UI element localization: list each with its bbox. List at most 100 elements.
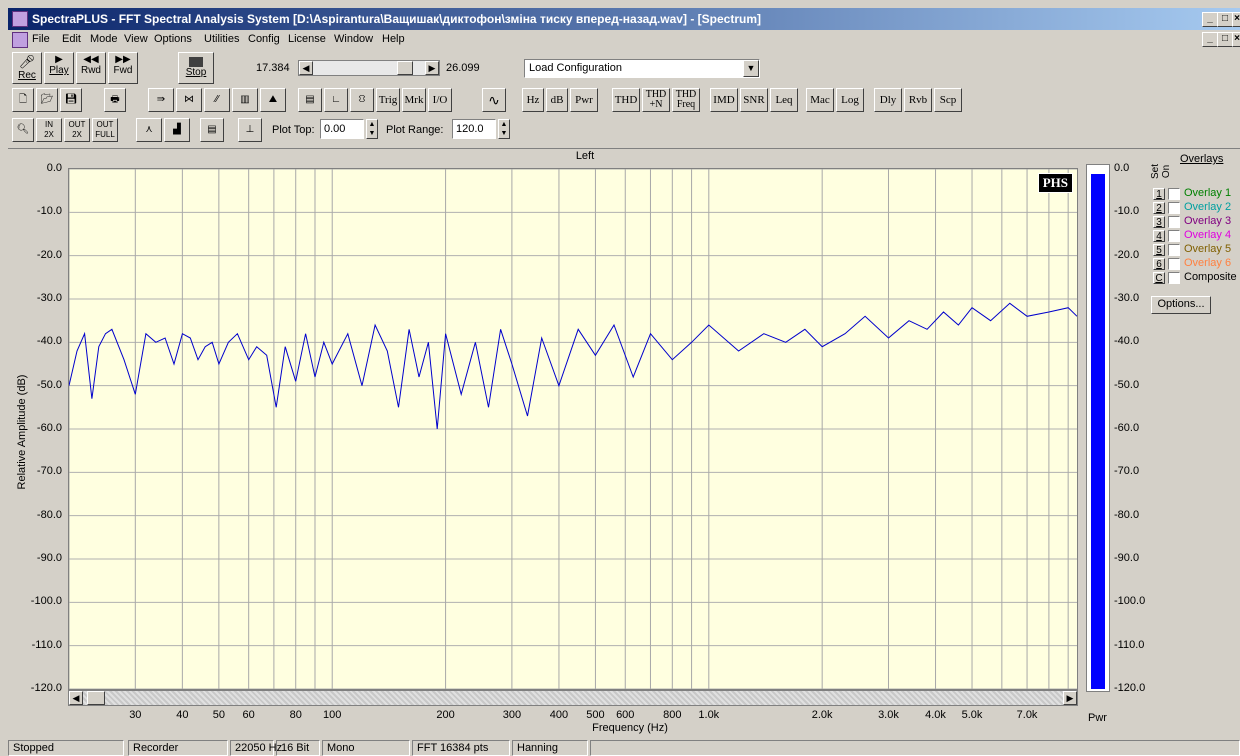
plot-scroll-left-icon[interactable]: ◀ (69, 691, 83, 705)
x-tick-label: 80 (289, 709, 302, 721)
3d-surface-icon[interactable]: ⛰︎ (260, 88, 286, 112)
overlay-checkbox[interactable] (1168, 216, 1180, 228)
plot-top-field[interactable]: 0.00 (320, 119, 364, 139)
pwr-button[interactable]: Pwr (570, 88, 598, 112)
overlay-checkbox[interactable] (1168, 258, 1180, 270)
line-plot-icon[interactable]: ⋏ (136, 118, 162, 142)
axis-icon[interactable]: ∟ (324, 88, 348, 112)
thd-n-button[interactable]: THD +N (642, 88, 670, 112)
zoom-out-2x-button[interactable]: OUT 2X (64, 118, 90, 142)
io-button[interactable]: I/O (428, 88, 452, 112)
menu-license[interactable]: License (288, 33, 326, 45)
child-close-icon[interactable]: × (1232, 32, 1240, 47)
zoom-icon[interactable]: 🔍︎ (12, 118, 34, 142)
scale-icon[interactable]: ⊥ (238, 118, 262, 142)
db-button[interactable]: dB (546, 88, 568, 112)
overlay-set-button[interactable]: 5 (1153, 244, 1165, 256)
signal-generator-icon[interactable]: ∿ (482, 88, 506, 112)
x-tick-label: 5.0k (961, 709, 983, 721)
new-file-icon[interactable]: 🗋︎ (12, 88, 34, 112)
minimize-icon[interactable]: _ (1202, 12, 1218, 27)
restore-icon[interactable]: □ (1217, 12, 1233, 27)
close-icon[interactable]: × (1232, 12, 1240, 27)
overlay-set-button[interactable]: 3 (1153, 216, 1165, 228)
y-tick-label: -40.0 (36, 335, 62, 348)
view-properties-icon[interactable]: ▤ (298, 88, 322, 112)
plot-scroll-thumb[interactable] (87, 691, 105, 705)
spectrogram-icon[interactable]: ▥ (232, 88, 258, 112)
scroll-thumb[interactable] (397, 61, 414, 75)
hz-button[interactable]: Hz (522, 88, 544, 112)
overlay-checkbox[interactable] (1168, 244, 1180, 256)
overlay-options-button[interactable]: Options... (1151, 296, 1211, 314)
rec-button[interactable]: 🎤︎ Rec (12, 52, 42, 84)
app-icon[interactable] (12, 11, 28, 27)
snr-button[interactable]: SNR (740, 88, 768, 112)
menu-view[interactable]: View (124, 33, 148, 45)
trig-button[interactable]: Trig (376, 88, 400, 112)
scroll-left-icon[interactable]: ◀ (299, 61, 313, 75)
play-button[interactable]: ▶ Play (44, 52, 74, 84)
config-dropdown[interactable]: Load Configuration ▼ (524, 59, 760, 78)
scroll-right-icon[interactable]: ▶ (425, 61, 439, 75)
menu-file[interactable]: File (32, 33, 50, 45)
print-icon[interactable]: 🖶︎ (104, 88, 126, 112)
mac-button[interactable]: Mac (806, 88, 834, 112)
menu-edit[interactable]: Edit (62, 33, 81, 45)
child-restore-icon[interactable]: □ (1217, 32, 1233, 47)
log-button[interactable]: Log (836, 88, 864, 112)
plot-top-spinner[interactable]: ▲ ▼ (366, 119, 378, 139)
status-window: Hanning (512, 740, 588, 756)
chevron-down-icon[interactable]: ▼ (743, 60, 759, 77)
menu-help[interactable]: Help (382, 33, 405, 45)
plot-range-spinner[interactable]: ▲ ▼ (498, 119, 510, 139)
zoom-in-2x-button[interactable]: IN 2X (36, 118, 62, 142)
time-scrollbar[interactable]: ◀ ▶ (298, 60, 440, 76)
overlay-label: Composite (1184, 271, 1237, 283)
y-axis-label: Relative Amplitude (dB) (16, 374, 28, 490)
start-time: 17.384 (256, 62, 290, 74)
spectrum-plot[interactable]: PHS (68, 168, 1078, 690)
overlay-checkbox[interactable] (1168, 272, 1180, 284)
bar-plot-icon[interactable]: ▟ (164, 118, 190, 142)
plot-properties-icon[interactable]: ▤ (200, 118, 224, 142)
plot-scroll-right-icon[interactable]: ▶ (1063, 691, 1077, 705)
thd-button[interactable]: THD (612, 88, 640, 112)
menu-mode[interactable]: Mode (90, 33, 118, 45)
save-icon[interactable]: 💾︎ (60, 88, 82, 112)
mrk-button[interactable]: Mrk (402, 88, 426, 112)
rewind-button[interactable]: ◀◀ Rwd (76, 52, 106, 84)
overlay-set-button[interactable]: C (1153, 272, 1165, 284)
overlay-set-button[interactable]: 4 (1153, 230, 1165, 242)
overlay-checkbox[interactable] (1168, 230, 1180, 242)
zoom-full-button[interactable]: OUT FULL (92, 118, 118, 142)
plot-scrollbar[interactable]: ◀ ▶ (68, 690, 1078, 706)
overlay-checkbox[interactable] (1168, 202, 1180, 214)
menu-window[interactable]: Window (334, 33, 374, 45)
open-folder-icon[interactable]: 📂︎ (36, 88, 58, 112)
dly-button[interactable]: Dly (874, 88, 902, 112)
time-series-icon[interactable]: ⁄∕ (204, 88, 230, 112)
overlay-set-button[interactable]: 6 (1153, 258, 1165, 270)
overlay-set-button[interactable]: 1 (1153, 188, 1165, 200)
doc-icon[interactable] (12, 32, 28, 48)
analyzer-mode-icon[interactable]: ⇛ (148, 88, 174, 112)
scp-button[interactable]: Scp (934, 88, 962, 112)
overlay-set-button[interactable]: 2 (1153, 202, 1165, 214)
stop-button[interactable]: Stop (178, 52, 214, 84)
child-minimize-icon[interactable]: _ (1202, 32, 1218, 47)
leq-button[interactable]: Leq (770, 88, 798, 112)
overlay-checkbox[interactable] (1168, 188, 1180, 200)
forward-button[interactable]: ▶▶ Fwd (108, 52, 138, 84)
thd-freq-button[interactable]: THD Freq (672, 88, 700, 112)
spectrum-mode-icon[interactable]: ⋈ (176, 88, 202, 112)
rvb-button[interactable]: Rvb (904, 88, 932, 112)
thd-freq-bottom: Freq (676, 99, 696, 110)
menu-utilities[interactable]: Utilities (204, 33, 240, 45)
menu-config[interactable]: Config (248, 33, 280, 45)
phs-logo: PHS (1037, 173, 1073, 193)
marker-icon[interactable]: ⛻ (350, 88, 374, 112)
plot-range-field[interactable]: 120.0 (452, 119, 496, 139)
menu-options[interactable]: Options (154, 33, 192, 45)
imd-button[interactable]: IMD (710, 88, 738, 112)
